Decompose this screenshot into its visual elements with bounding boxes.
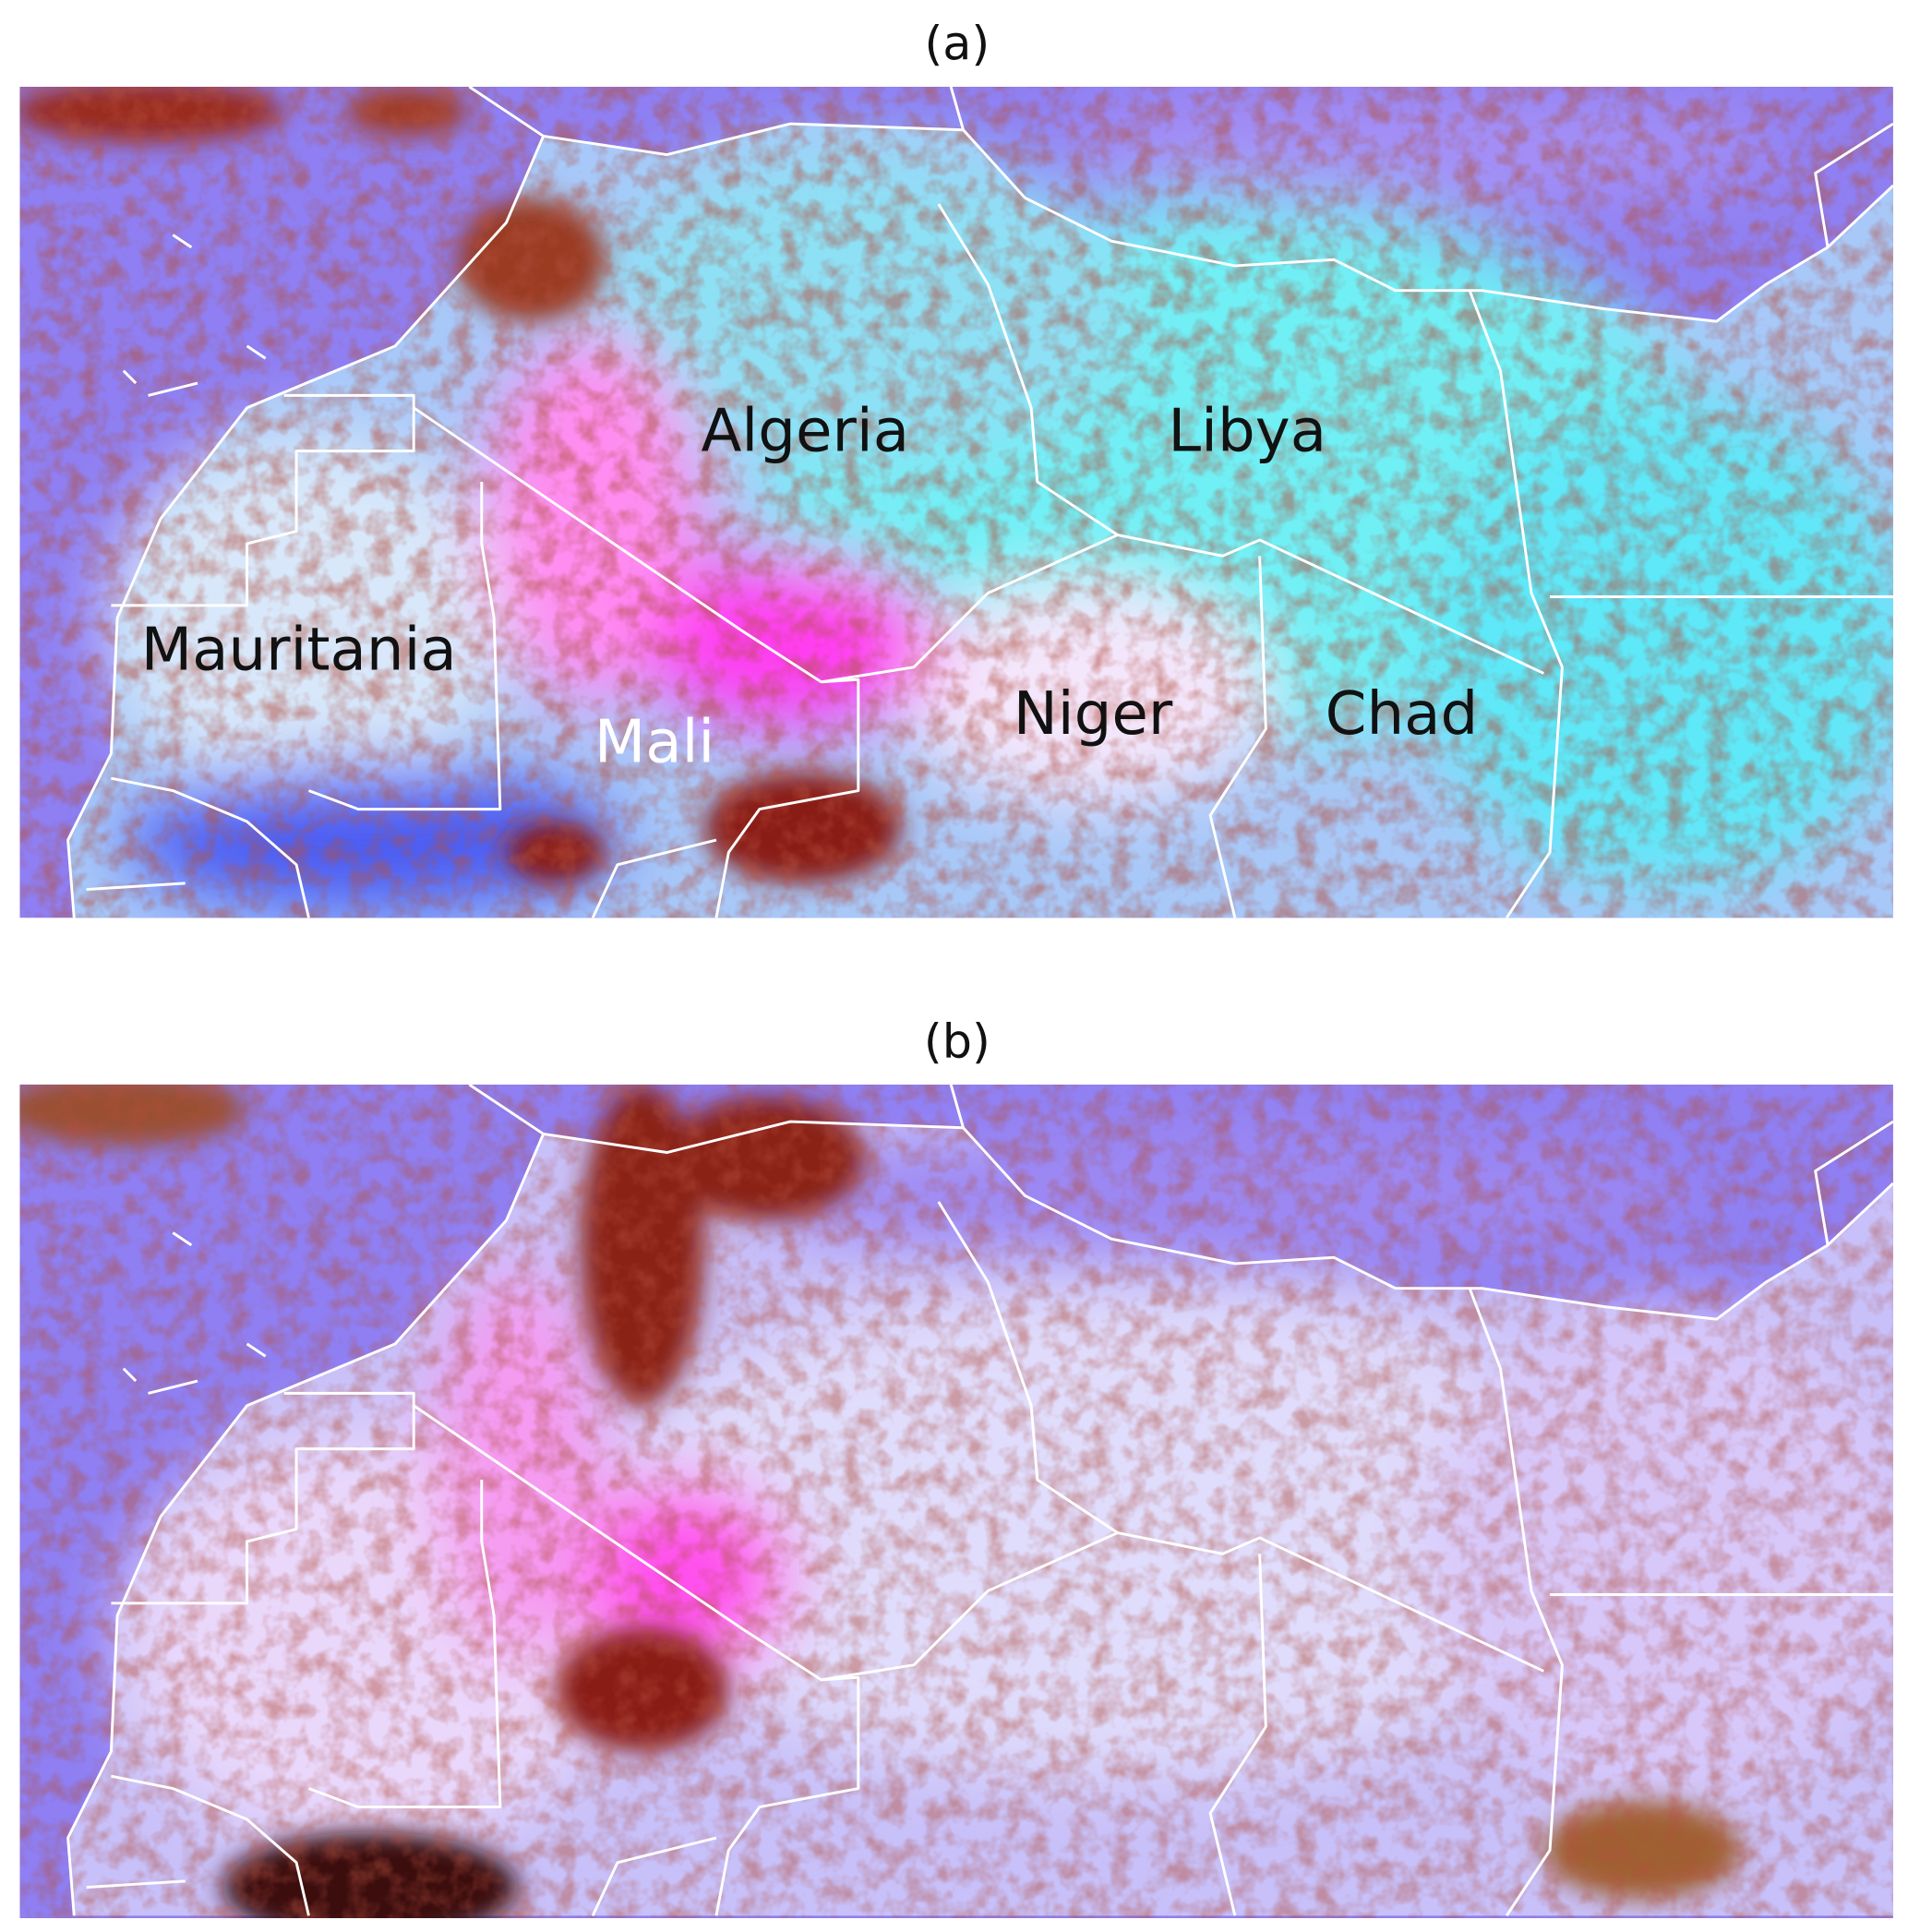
country-label: Niger [1014, 679, 1173, 749]
country-label: Chad [1326, 679, 1479, 749]
country-label: Libya [1168, 397, 1326, 466]
panel-title: (a) [924, 17, 990, 71]
satellite-image [19, 86, 1893, 918]
country-label: Mauritania [141, 615, 457, 684]
country-label: Mali [594, 708, 714, 777]
panel-title: (b) [924, 1014, 990, 1069]
satellite-image [19, 1084, 1893, 1918]
country-labels: Algeria Libya Mauritania Mali Niger Chad [141, 397, 1479, 777]
country-label: Algeria [701, 397, 909, 466]
